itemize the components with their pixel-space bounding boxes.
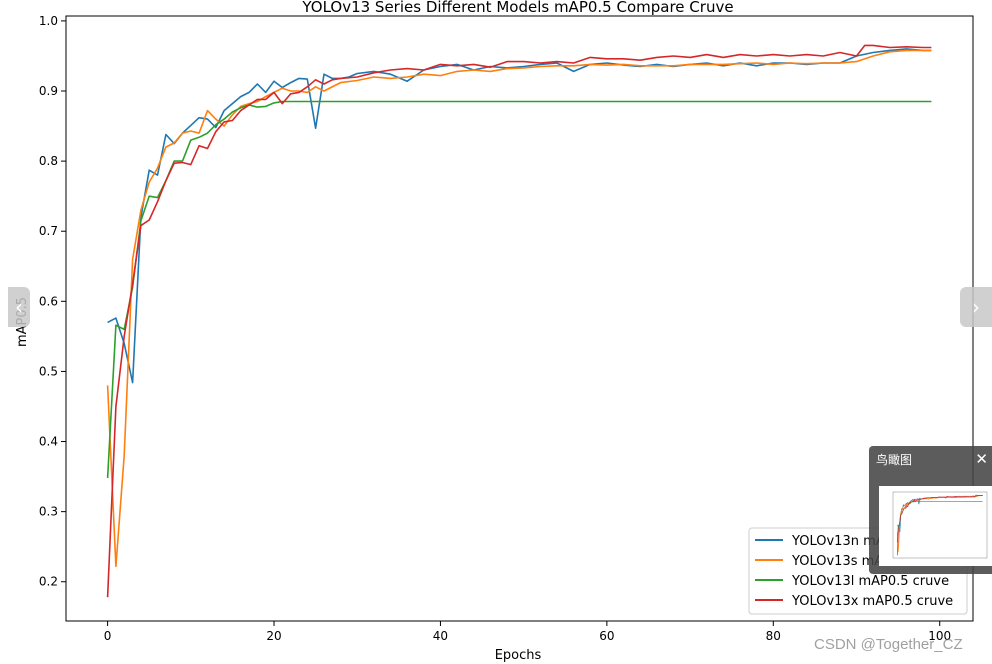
minimap-series-line-2 (896, 495, 983, 553)
minimap-series-line-3 (896, 500, 983, 543)
x-tick-label: 20 (266, 629, 281, 643)
chevron-left-icon: ‹ (15, 295, 23, 319)
minimap-thumbnail[interactable] (879, 486, 992, 566)
y-axis: 0.2 0.3 0.4 0.5 0.6 0.7 0.8 0.9 1.0 (39, 14, 66, 589)
prev-image-button[interactable]: ‹ (8, 287, 30, 327)
legend-label: YOLOv13l mAP0.5 cruve (791, 574, 949, 589)
next-image-button[interactable]: › (960, 287, 992, 327)
x-tick-label: 80 (766, 629, 781, 643)
minimap-chart (892, 491, 988, 559)
y-tick-label: 0.4 (39, 435, 58, 449)
x-axis: 0 20 40 60 80 100 (104, 621, 951, 643)
x-tick-label: 100 (928, 629, 951, 643)
y-tick-label: 0.5 (39, 364, 58, 378)
series-line-2 (106, 49, 932, 568)
watermark: CSDN @Together_CZ (814, 636, 963, 653)
minimap-title: 鸟瞰图 (876, 452, 913, 467)
close-icon[interactable]: ✕ (975, 450, 988, 468)
legend-label: YOLOv13x mAP0.5 cruve (791, 594, 953, 609)
series-line-1 (107, 48, 932, 384)
series-line-4 (106, 44, 932, 598)
x-tick-label: 0 (104, 629, 112, 643)
y-tick-label: 0.3 (39, 505, 58, 519)
y-tick-label: 0.6 (39, 294, 58, 308)
y-tick-label: 0.8 (39, 154, 58, 168)
minimap-panel: 鸟瞰图 ✕ (869, 446, 992, 574)
x-axis-title: Epochs (495, 648, 542, 663)
y-tick-label: 0.9 (39, 84, 58, 98)
y-tick-label: 0.2 (39, 575, 58, 589)
series-line-3 (106, 100, 932, 479)
minimap-series-line-4 (896, 494, 983, 556)
chevron-right-icon: › (972, 295, 980, 319)
y-tick-label: 0.7 (39, 224, 58, 238)
x-tick-label: 40 (433, 629, 448, 643)
y-tick-label: 1.0 (39, 14, 58, 28)
chart-title: YOLOv13 Series Different Models mAP0.5 C… (301, 0, 733, 16)
x-tick-label: 60 (599, 629, 614, 643)
minimap-frame (892, 491, 988, 559)
